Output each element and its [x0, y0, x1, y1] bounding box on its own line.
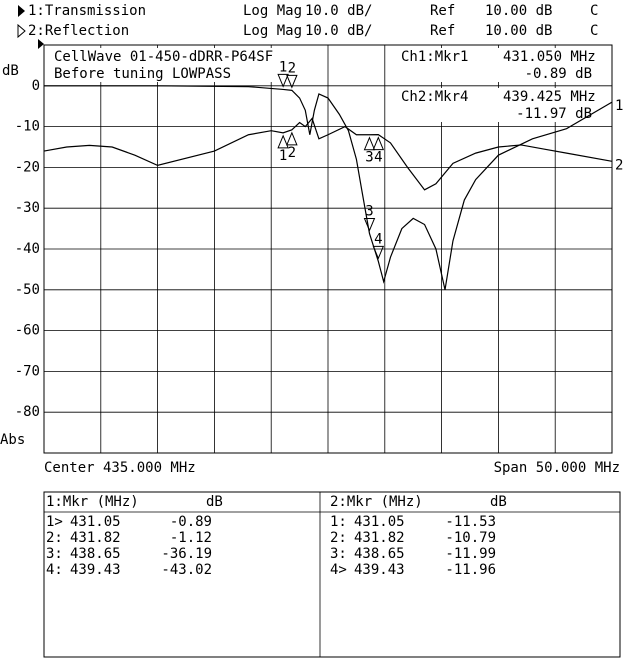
table-cell: 4>: [330, 562, 347, 578]
marker-label: 3: [365, 150, 373, 166]
table-header: 1:Mkr (MHz): [46, 494, 139, 510]
trace-label: 2: [615, 157, 623, 173]
marker: [372, 136, 385, 151]
table-cell: 1>: [46, 514, 63, 530]
header-ref: 10.00 dB: [485, 3, 552, 19]
table-cell: 438.65: [354, 546, 405, 562]
y-format-label: Abs: [0, 432, 25, 448]
table-cell: -11.99: [445, 546, 496, 562]
table-cell: 431.05: [354, 514, 405, 530]
table-cell: 439.43: [70, 562, 121, 578]
header-ref-label: Ref: [430, 23, 455, 39]
marker-table-frame: [43, 491, 621, 658]
marker-label: 2: [288, 60, 296, 76]
y-tick-label: 0: [32, 78, 40, 94]
marker-label: 2: [288, 145, 296, 161]
y-tick-label: -60: [15, 323, 40, 339]
header-flag: C: [590, 3, 598, 19]
title-background: [50, 48, 320, 82]
marker: [286, 74, 298, 89]
trace: [44, 85, 613, 290]
y-tick-label: -10: [15, 119, 40, 135]
table-cell: 431.05: [70, 514, 121, 530]
table-cell: 4:: [46, 562, 63, 578]
table-cell: 2:: [46, 530, 63, 546]
active-channel-arrow: [18, 5, 25, 17]
table-cell: 1:: [330, 514, 347, 530]
marker: [277, 134, 289, 149]
marker-label: 1: [279, 59, 287, 75]
chart-subtitle: Before tuning LOWPASS: [54, 66, 231, 82]
header-flag: C: [590, 23, 598, 39]
marker: [277, 73, 289, 88]
header-channel: 1:Transmission: [28, 3, 146, 19]
header-ref: 10.00 dB: [485, 23, 552, 39]
marker: [286, 131, 298, 146]
channel-arrow: [17, 23, 26, 39]
chart-title: CellWave 01-450-dDRR-P64SF: [54, 49, 273, 65]
header-scale: 10.0 dB/: [305, 3, 372, 19]
header-format: Log Mag: [243, 3, 302, 19]
marker: [363, 136, 376, 151]
table-cell: 2:: [330, 530, 347, 546]
table-cell: -36.19: [161, 546, 212, 562]
table-cell: 439.43: [354, 562, 405, 578]
table-cell: -0.89: [170, 514, 212, 530]
trace: [43, 117, 613, 191]
marker-label: 1: [279, 148, 287, 164]
marker-label: 3: [365, 203, 373, 219]
table-cell: 438.65: [70, 546, 121, 562]
table-cell: -43.02: [161, 562, 212, 578]
marker: [372, 245, 385, 260]
table-cell: -10.79: [445, 530, 496, 546]
table-cell: 431.82: [354, 530, 405, 546]
table-cell: -11.53: [445, 514, 496, 530]
ref-arrow: [38, 39, 44, 49]
header-format: Log Mag: [243, 23, 302, 39]
header-ref-label: Ref: [430, 3, 455, 19]
y-tick-label: -40: [15, 241, 40, 257]
y-tick-label: -30: [15, 200, 40, 216]
x-center-label: Center 435.000 MHz: [44, 460, 196, 476]
readout-value: -0.89 dB: [525, 66, 592, 82]
x-span-label: Span 50.000 MHz: [494, 460, 620, 476]
readout-value: -11.97 dB: [516, 106, 592, 122]
readout-background: [398, 48, 610, 82]
y-tick-label: -20: [15, 159, 40, 175]
table-cell: -1.12: [170, 530, 212, 546]
y-tick-label: -80: [15, 404, 40, 420]
marker-label: 4: [374, 231, 382, 247]
readout-channel: Ch1:Mkr1: [401, 49, 468, 65]
table-cell: 3:: [46, 546, 63, 562]
marker-label: 4: [374, 150, 382, 166]
trace-label: 1: [615, 98, 623, 114]
readout-channel: Ch2:Mkr4: [401, 89, 468, 105]
table-cell: 431.82: [70, 530, 121, 546]
table-header: dB: [206, 494, 223, 510]
y-axis-label: dB: [2, 63, 19, 79]
table-header: dB: [490, 494, 507, 510]
readout-freq: 439.425 MHz: [503, 89, 596, 105]
y-tick-label: -70: [15, 363, 40, 379]
table-header: 2:Mkr (MHz): [330, 494, 423, 510]
table-cell: -11.96: [445, 562, 496, 578]
table-cell: 3:: [330, 546, 347, 562]
readout-freq: 431.050 MHz: [503, 49, 596, 65]
y-tick-label: -50: [15, 282, 40, 298]
header-channel: 2:Reflection: [28, 23, 129, 39]
readout-background: [398, 88, 610, 122]
marker: [363, 217, 376, 232]
header-scale: 10.0 dB/: [305, 23, 372, 39]
